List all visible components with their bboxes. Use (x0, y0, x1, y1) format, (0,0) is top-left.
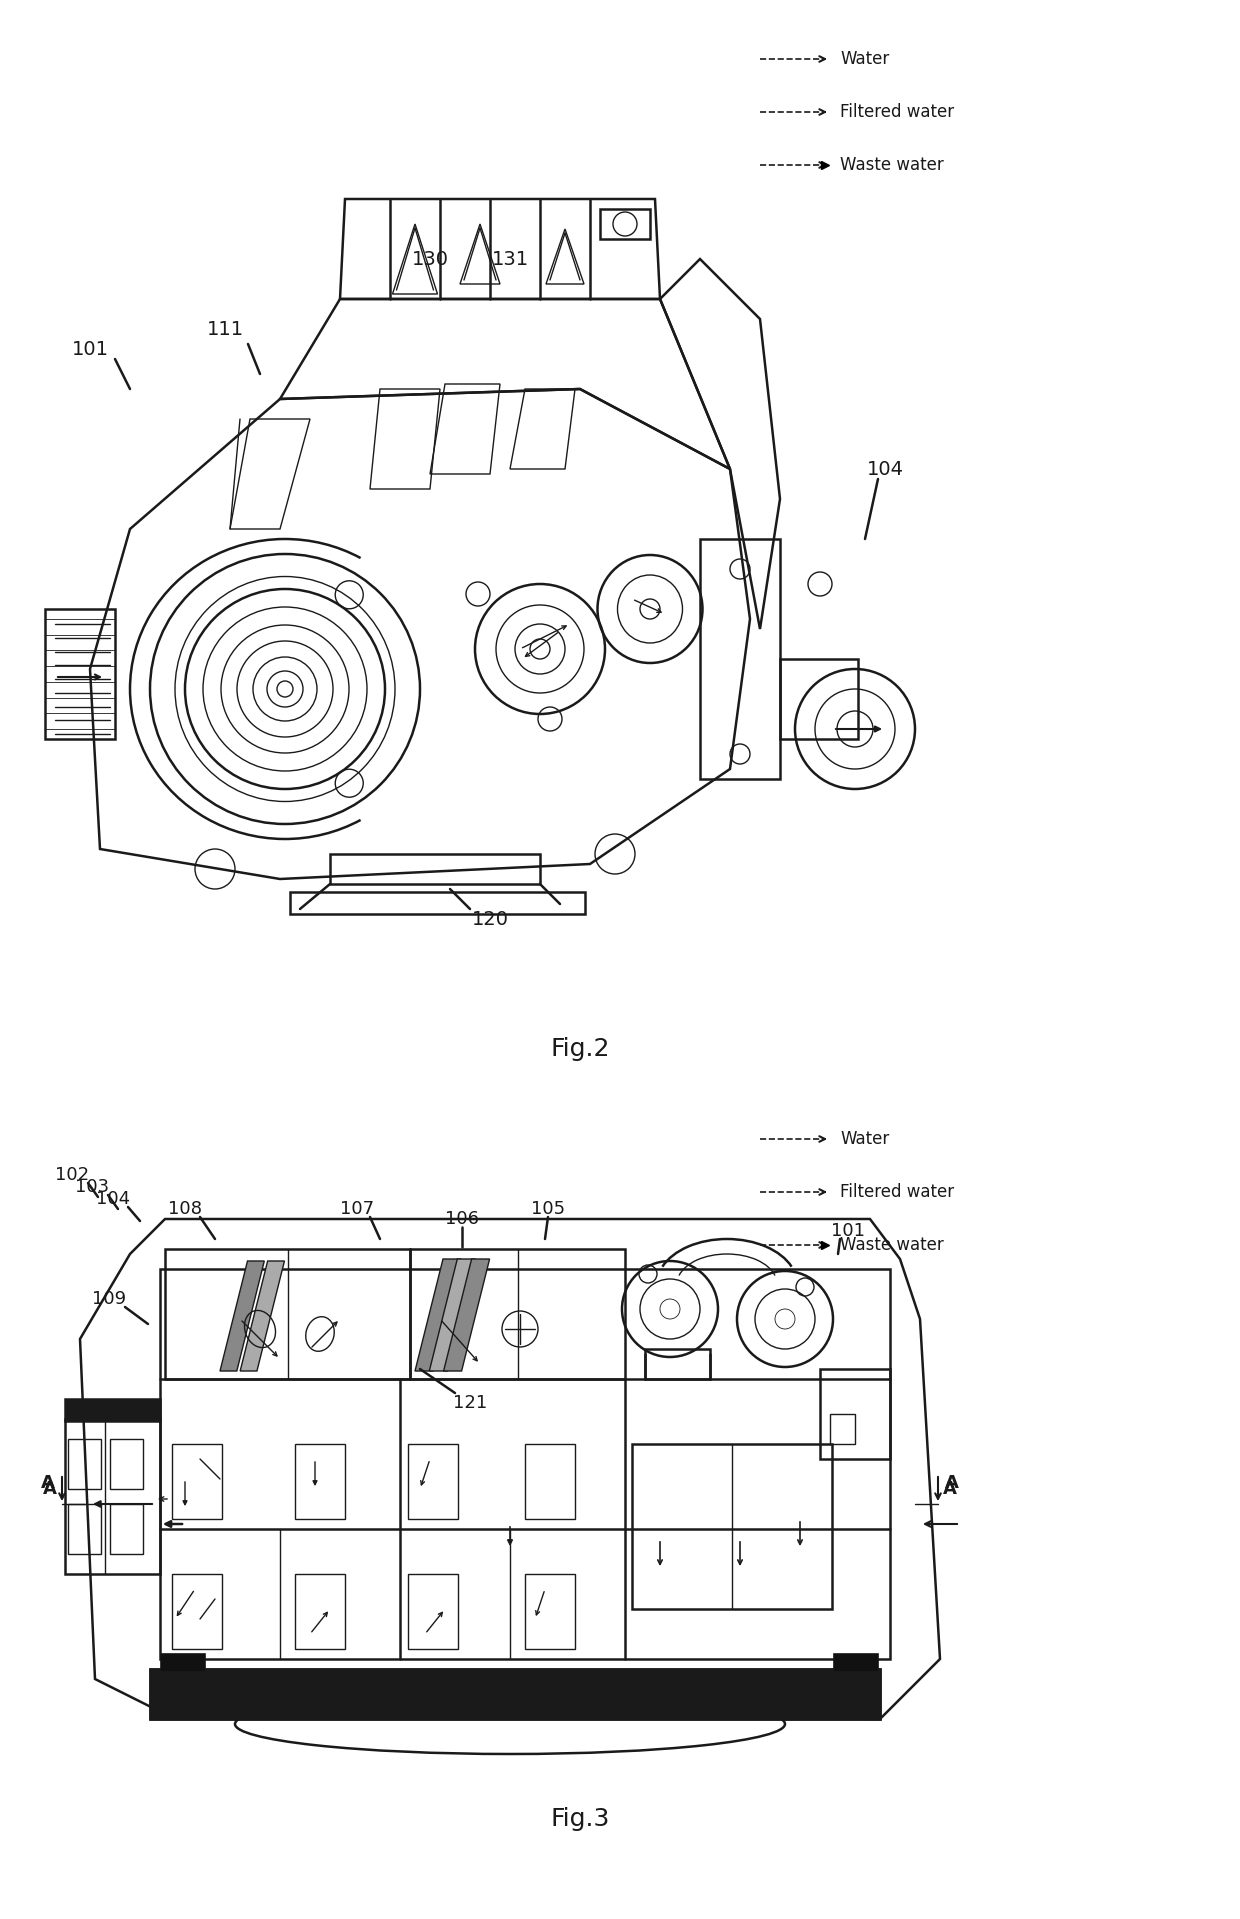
Bar (64, 1399, 160, 1420)
Text: 107: 107 (340, 1199, 374, 1219)
Bar (150, 1670, 880, 1719)
Text: 102: 102 (55, 1167, 89, 1184)
Bar (165, 1249, 410, 1380)
Bar (645, 1349, 711, 1380)
Polygon shape (444, 1259, 490, 1370)
Text: Water: Water (839, 50, 889, 67)
Text: 109: 109 (92, 1290, 126, 1309)
Text: 101: 101 (831, 1222, 866, 1240)
Text: A: A (41, 1474, 55, 1491)
Polygon shape (241, 1261, 284, 1370)
Bar (525, 1574, 575, 1648)
Bar (820, 1368, 890, 1458)
Text: 106: 106 (445, 1211, 479, 1228)
Text: Fig.3: Fig.3 (551, 1808, 610, 1831)
Bar (172, 1443, 222, 1520)
Bar (830, 1414, 856, 1443)
Bar (290, 892, 585, 913)
Text: 103: 103 (74, 1178, 109, 1196)
Polygon shape (415, 1259, 461, 1370)
Text: Filtered water: Filtered water (839, 1182, 954, 1201)
Text: 104: 104 (95, 1190, 130, 1207)
Text: 121: 121 (453, 1393, 487, 1412)
Text: Water: Water (839, 1130, 889, 1148)
Bar (295, 1443, 345, 1520)
Bar (172, 1574, 222, 1648)
Bar (408, 1574, 458, 1648)
Text: 104: 104 (867, 459, 904, 478)
Bar (110, 1504, 143, 1554)
Bar (408, 1443, 458, 1520)
Text: 111: 111 (206, 319, 243, 338)
Bar (833, 1652, 878, 1671)
Text: 105: 105 (531, 1199, 565, 1219)
Text: A: A (944, 1480, 957, 1499)
Text: A: A (945, 1474, 959, 1491)
Bar (780, 658, 858, 739)
Text: Fig.2: Fig.2 (551, 1036, 610, 1061)
Bar (150, 1670, 880, 1719)
Bar (600, 209, 650, 240)
Bar (68, 1504, 100, 1554)
Bar (410, 1249, 625, 1380)
Text: 120: 120 (471, 910, 508, 929)
Bar (110, 1439, 143, 1489)
Bar (295, 1574, 345, 1648)
Text: A: A (43, 1480, 57, 1499)
Bar (160, 1268, 890, 1660)
Text: 131: 131 (491, 249, 528, 269)
Text: 101: 101 (72, 340, 109, 359)
Text: Waste water: Waste water (839, 1236, 944, 1253)
Polygon shape (429, 1259, 475, 1370)
Text: Filtered water: Filtered water (839, 104, 954, 121)
Text: 108: 108 (167, 1199, 202, 1219)
Bar (68, 1439, 100, 1489)
Polygon shape (219, 1261, 264, 1370)
Bar (632, 1443, 832, 1608)
Bar (160, 1652, 205, 1671)
Bar (330, 854, 539, 885)
Bar (525, 1443, 575, 1520)
Text: Waste water: Waste water (839, 155, 944, 175)
Text: 130: 130 (412, 249, 449, 269)
